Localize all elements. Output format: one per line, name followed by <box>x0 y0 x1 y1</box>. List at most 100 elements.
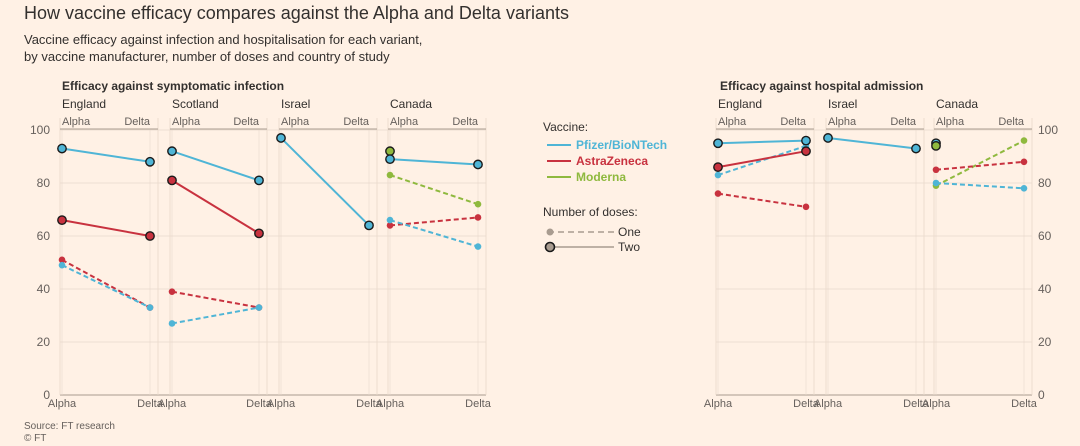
x-tick-label: Alpha <box>48 398 77 410</box>
data-point-pfizer-two <box>57 143 67 154</box>
series-line-pfizer-two <box>171 150 260 182</box>
x-tick-label: Alpha <box>814 398 843 410</box>
legend-vaccine-label: AstraZeneca <box>576 154 648 168</box>
data-point-pfizer-one <box>146 304 154 311</box>
data-point-astrazeneca-two <box>254 228 264 239</box>
x-label-top: Alpha <box>828 116 857 128</box>
chart-subtitle-line-2: by vaccine manufacturer, number of doses… <box>24 49 390 64</box>
panel-scotland: Scotland Alpha Delta Alpha Delta <box>158 97 273 410</box>
panel-england: England Alpha Delta Alpha Delta <box>704 97 820 410</box>
x-tick-label: Alpha <box>267 398 296 410</box>
panel-israel: Israel Alpha Delta Alpha Delta <box>814 97 930 410</box>
panel-name: Israel <box>828 97 857 111</box>
data-point-astrazeneca-two <box>713 162 723 173</box>
panel-name: Canada <box>390 97 432 111</box>
x-label-top: Alpha <box>390 116 419 128</box>
legend: Vaccine: Pfizer/BioNTech AstraZeneca Modern… <box>543 120 667 254</box>
chart-2: 0 20 40 60 80 100 Efficacy against hospital ad… <box>704 79 1058 410</box>
data-point-moderna-one <box>1020 137 1028 144</box>
series-line-pfizer-two <box>827 136 917 150</box>
chart-subtitle-heading: Efficacy against hospital admission <box>720 79 923 93</box>
series-line-astrazeneca-two <box>61 219 151 237</box>
x-label-top: Alpha <box>172 116 201 128</box>
y-tick-label: 0 <box>43 388 50 402</box>
series-line-pfizer-two <box>389 158 479 166</box>
chart-title: How vaccine efficacy compares against th… <box>24 3 569 23</box>
panel-name: Canada <box>936 97 978 111</box>
data-point-pfizer-two <box>823 133 833 143</box>
y-tick-label: 20 <box>1038 335 1052 349</box>
data-point-pfizer-one <box>168 320 176 327</box>
y-tick-label: 100 <box>30 123 50 137</box>
x-tick-label: Alpha <box>704 398 733 410</box>
legend-vaccine-label: Pfizer/BioNTech <box>576 138 667 152</box>
data-point-pfizer-two <box>473 159 483 170</box>
x-tick-label: Delta <box>793 398 820 410</box>
series-line-astrazeneca-one <box>717 192 807 208</box>
data-point-pfizer-two <box>167 146 177 157</box>
y-tick-label: 40 <box>1038 282 1052 296</box>
legend-dose-label: Two <box>618 240 640 254</box>
panel-name: Scotland <box>172 97 219 111</box>
data-point-moderna-one <box>386 171 394 179</box>
x-tick-label: Delta <box>137 398 164 410</box>
panel-england: England Alpha Delta Alpha Delta <box>48 97 164 410</box>
series-line-astrazeneca-one <box>389 216 479 227</box>
panel-canada: Canada Alpha Delta Alpha Delta <box>922 97 1038 410</box>
x-label-top: Alpha <box>281 116 310 128</box>
chart-1: 0 20 40 60 80 100 Efficacy against symptomatic… <box>30 79 492 410</box>
y-tick-label: 40 <box>37 282 51 296</box>
x-label-top: Alpha <box>62 116 91 128</box>
legend-dose-marker <box>546 228 554 236</box>
x-tick-label: Delta <box>903 398 930 410</box>
y-tick-label: 60 <box>37 229 51 243</box>
series-line-astrazeneca-one <box>171 290 260 309</box>
chart-subtitle-line-1: Vaccine efficacy against infection and h… <box>24 32 422 47</box>
x-label-top: Delta <box>124 116 151 128</box>
data-point-astrazeneca-two <box>57 215 67 226</box>
x-tick-label: Delta <box>246 398 273 410</box>
plots: 0 20 40 60 80 100 Efficacy against symptomatic… <box>30 79 1058 410</box>
data-point-pfizer-one <box>714 171 722 179</box>
data-point-astrazeneca-one <box>802 203 810 211</box>
x-tick-label: Alpha <box>922 398 951 410</box>
data-point-astrazeneca-one <box>1020 158 1028 166</box>
source-note: Source: FT research <box>24 421 115 432</box>
x-label-top: Delta <box>452 116 479 128</box>
data-point-pfizer-two <box>713 138 723 149</box>
series-line-astrazeneca-two <box>171 179 260 235</box>
data-point-astrazeneca-two <box>167 175 177 186</box>
x-tick-label: Delta <box>465 398 492 410</box>
data-point-astrazeneca-one <box>714 190 722 197</box>
data-point-astrazeneca-one <box>168 288 176 295</box>
series-line-moderna-one <box>935 139 1025 187</box>
copyright-note: © FT <box>24 433 46 444</box>
chart-subtitle-heading: Efficacy against symptomatic infection <box>62 79 284 93</box>
series-line-pfizer-two <box>61 147 151 163</box>
data-point-pfizer-two <box>364 220 374 231</box>
x-tick-label: Alpha <box>158 398 187 410</box>
data-point-pfizer-one <box>255 304 263 311</box>
x-label-top: Alpha <box>936 116 965 128</box>
data-point-pfizer-two <box>801 135 811 146</box>
legend-vaccine-title: Vaccine: <box>543 120 588 134</box>
series-line-pfizer-one <box>61 264 151 309</box>
legend-dose-marker <box>544 241 556 253</box>
data-point-pfizer-two <box>276 133 286 143</box>
series-line-pfizer-two <box>280 137 370 227</box>
data-point-pfizer-two <box>254 175 264 186</box>
series-line-astrazeneca-two <box>717 150 807 169</box>
x-label-top: Delta <box>780 116 807 128</box>
series-line-pfizer-one <box>935 182 1025 190</box>
data-point-moderna-two <box>385 146 395 157</box>
panel-name: England <box>718 97 762 111</box>
data-point-pfizer-one <box>58 261 66 269</box>
data-point-pfizer-two <box>145 156 155 167</box>
data-point-pfizer-one <box>474 243 482 250</box>
series-line-pfizer-one <box>389 219 479 248</box>
x-label-top: Delta <box>890 116 917 128</box>
data-point-pfizer-two <box>385 154 395 165</box>
y-tick-label: 100 <box>1038 123 1058 137</box>
panel-name: England <box>62 97 106 111</box>
panel-name: Israel <box>281 97 310 111</box>
